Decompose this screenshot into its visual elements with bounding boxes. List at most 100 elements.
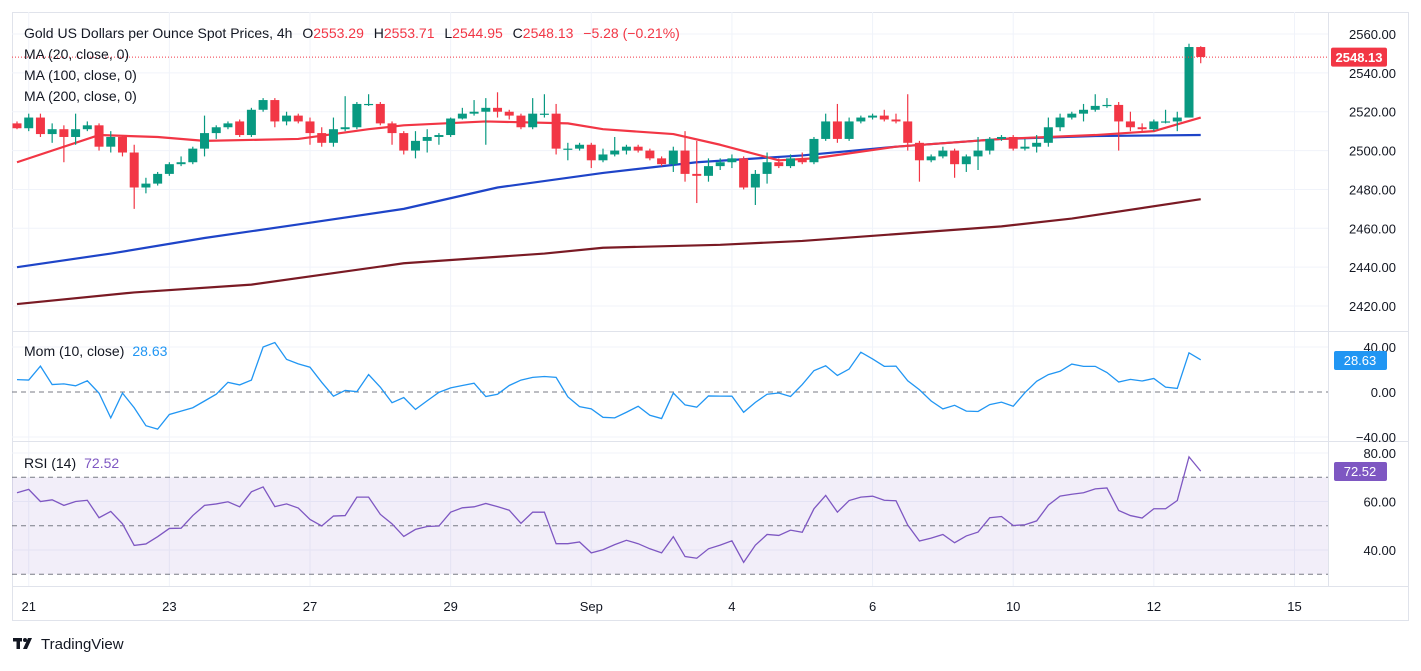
candle: [938, 146, 948, 159]
time-axis[interactable]: 21 23 27 29 Sep 4 6 10 12 15: [21, 599, 1301, 614]
candle: [1161, 109, 1171, 124]
candle: [71, 113, 81, 145]
price-tick-label: 2460.00: [1349, 221, 1396, 236]
svg-text:2548.13: 2548.13: [1336, 50, 1383, 65]
candle-body: [82, 125, 92, 130]
candle: [399, 131, 409, 155]
candle-body: [1114, 104, 1124, 122]
candle-body: [1020, 146, 1030, 149]
candle-body: [410, 140, 420, 151]
svg-text:28.63: 28.63: [1344, 353, 1377, 368]
candle: [633, 144, 643, 153]
candle: [727, 154, 737, 169]
candle: [59, 125, 69, 163]
candle-body: [575, 144, 585, 149]
price-tick-label: 2500.00: [1349, 144, 1396, 159]
momentum-legend[interactable]: Mom (10, close) 28.63: [24, 343, 168, 359]
candle: [387, 121, 397, 145]
candle-body: [621, 146, 631, 151]
candle-body: [668, 150, 678, 165]
time-tick-label: 27: [303, 599, 317, 614]
candle-body: [1008, 136, 1018, 149]
candle: [821, 113, 831, 141]
candle-body: [528, 113, 538, 128]
tradingview-logo[interactable]: TradingView: [13, 636, 124, 653]
candle-body: [24, 117, 34, 129]
candle: [12, 121, 22, 130]
candle-body: [985, 138, 995, 151]
candle: [24, 113, 34, 132]
candle: [457, 107, 467, 120]
candle: [493, 92, 503, 118]
candle: [1137, 123, 1147, 132]
ma100-legend[interactable]: MA (100, close, 0): [24, 67, 137, 83]
candle: [832, 103, 842, 143]
price-tick-label: 2540.00: [1349, 66, 1396, 81]
candle: [1172, 111, 1182, 132]
change-value: −5.28 (−0.21%): [583, 25, 680, 41]
candle-body: [856, 117, 866, 122]
candle: [446, 117, 456, 137]
candle-body: [282, 115, 292, 122]
candle: [774, 158, 784, 169]
rsi-value-badge: 72.52: [1334, 462, 1387, 481]
ma200-legend[interactable]: MA (200, close, 0): [24, 88, 137, 104]
price-axis[interactable]: 2560.00 2540.00 2520.00 2500.00 2480.00 2460.…: [1349, 27, 1396, 314]
candle: [106, 131, 116, 153]
price-tick-label: 2520.00: [1349, 105, 1396, 120]
candle: [528, 98, 538, 130]
candle-body: [961, 156, 971, 165]
candle-body: [774, 162, 784, 167]
candle: [586, 142, 596, 169]
time-tick-label: 29: [443, 599, 457, 614]
candles: [12, 43, 1206, 209]
momentum-tick-label: −40.00: [1356, 430, 1396, 445]
candle: [844, 117, 854, 141]
candle-body: [352, 103, 362, 128]
candle: [645, 148, 655, 161]
candle: [598, 148, 608, 163]
candle: [200, 115, 210, 157]
candle-body: [903, 121, 913, 143]
candle: [680, 131, 690, 182]
candle-body: [739, 158, 749, 188]
open-value: 2553.29: [313, 25, 364, 41]
candle: [340, 96, 350, 132]
candle-body: [1067, 113, 1077, 118]
candle-body: [493, 107, 503, 112]
candle: [504, 109, 514, 120]
tradingview-logo-text: TradingView: [41, 636, 124, 653]
candle-body: [1090, 105, 1100, 110]
candle: [211, 125, 221, 139]
ma20-legend[interactable]: MA (20, close, 0): [24, 46, 129, 62]
candle-body: [141, 183, 151, 188]
candle-body: [1125, 121, 1135, 128]
candle-body: [504, 111, 514, 116]
candle: [856, 115, 866, 124]
rsi-legend[interactable]: RSI (14) 72.52: [24, 455, 119, 471]
ma200-line: [16, 198, 1201, 306]
tradingview-logo-icon: [13, 638, 32, 649]
candle: [141, 177, 151, 194]
candle-body: [938, 150, 948, 157]
candle-body: [1196, 47, 1206, 58]
candle-body: [797, 158, 807, 163]
candle: [703, 158, 713, 182]
candle: [481, 98, 491, 145]
candle-body: [703, 166, 713, 176]
candle-body: [645, 150, 655, 159]
candle: [750, 170, 760, 205]
candle: [129, 144, 139, 209]
rsi-axis[interactable]: 80.00 60.00 40.00: [1363, 446, 1396, 558]
rsi-tick-label: 40.00: [1363, 543, 1396, 558]
time-tick-label: 12: [1147, 599, 1161, 614]
candle-body: [71, 129, 81, 137]
candle-body: [868, 115, 878, 118]
momentum-axis[interactable]: 40.000.00−40.00: [1356, 340, 1396, 445]
chart-legend[interactable]: Gold US Dollars per Ounce Spot Prices, 4…: [24, 25, 680, 41]
candle-body: [399, 133, 409, 151]
candle: [35, 113, 45, 137]
candle: [657, 156, 667, 167]
candle: [305, 117, 315, 145]
